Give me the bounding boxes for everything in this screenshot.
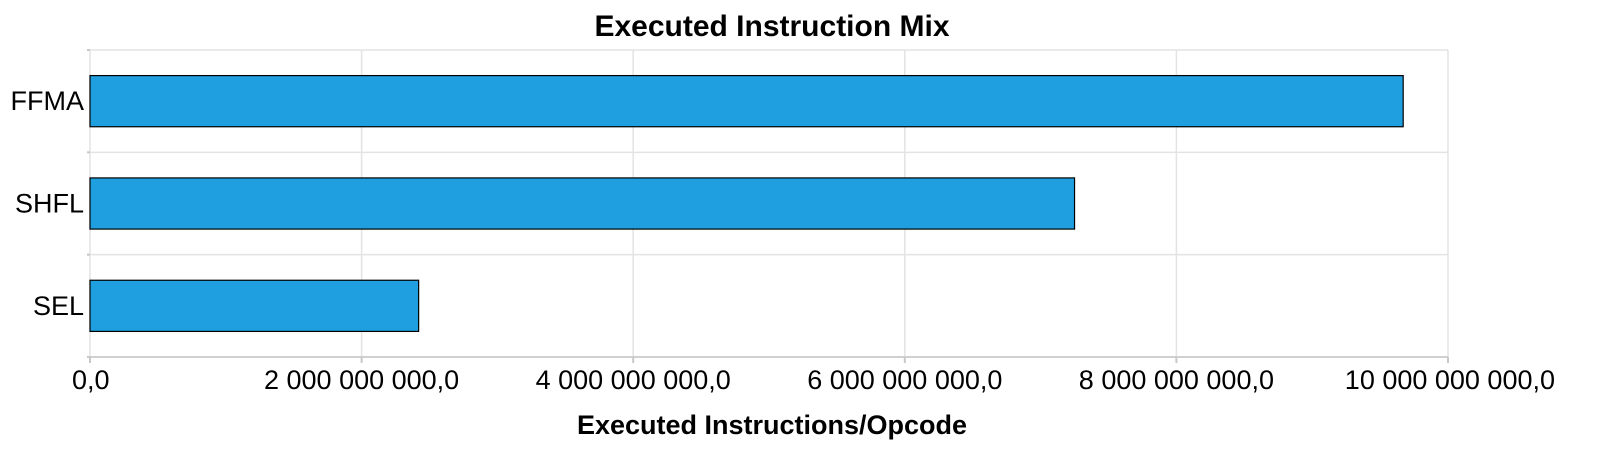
category-label-ffma: FFMA <box>11 86 85 116</box>
chart-title: Executed Instruction Mix <box>594 10 949 43</box>
x-tick-label-5: 10 000 000 000,0 <box>1345 365 1555 395</box>
x-tick-label-4: 8 000 000 000,0 <box>1079 365 1274 395</box>
bar-layer <box>89 74 1404 333</box>
category-label-sel: SEL <box>33 291 84 321</box>
x-axis: 0,0 2 000 000 000,0 4 000 000 000,0 6 000 0… <box>72 356 1555 395</box>
x-tick-label-3: 6 000 000 000,0 <box>807 365 1002 395</box>
x-axis-title: Executed Instructions/Opcode <box>577 410 967 440</box>
x-tick-label-1: 2 000 000 000,0 <box>264 365 459 395</box>
x-tick-label-2: 4 000 000 000,0 <box>536 365 731 395</box>
category-label-shfl: SHFL <box>15 189 84 219</box>
x-tick-label-0: 0,0 <box>72 365 110 395</box>
bar-shfl <box>89 177 1076 230</box>
bar-sel <box>89 279 420 333</box>
y-axis: FFMA SHFL SEL <box>11 86 85 321</box>
bar-ffma <box>89 74 1404 128</box>
